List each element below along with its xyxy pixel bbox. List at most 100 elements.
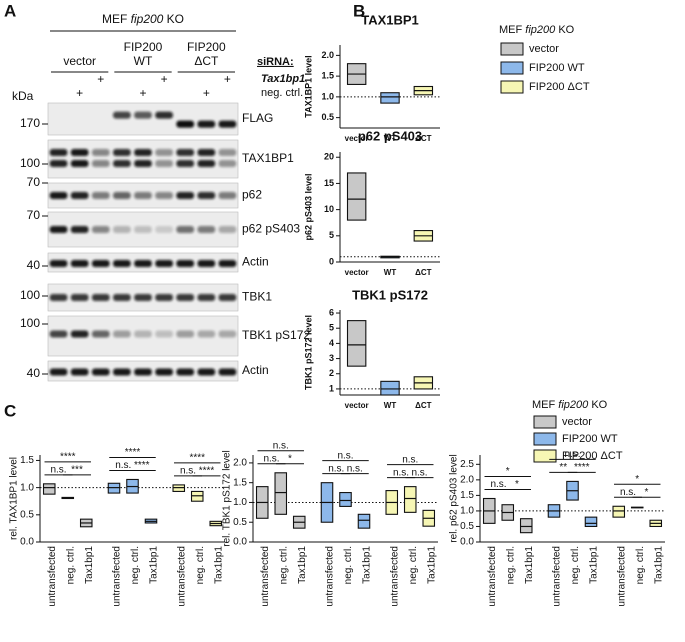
- x-tick-label: untransfected: [47, 546, 58, 607]
- significance-label: ****: [189, 453, 205, 464]
- x-tick-label: ΔCT: [415, 268, 432, 277]
- blot-band: [176, 149, 195, 157]
- significance-label: n.s.: [393, 467, 409, 478]
- sirna-control: neg. ctrl.: [261, 87, 303, 99]
- y-axis-label: TBK1 pS172 level: [303, 315, 313, 390]
- y-tick-label: 2.0: [233, 458, 247, 469]
- y-axis-label: rel. TBK1 pS172 level: [222, 450, 233, 547]
- blot-band: [91, 330, 110, 338]
- y-tick-label: 1.0: [460, 506, 474, 517]
- plus: +: [97, 72, 104, 86]
- significance-label: n.s.: [115, 460, 131, 471]
- blot-band: [113, 330, 131, 338]
- blot-band: [113, 294, 131, 301]
- blot-label: Actin: [242, 255, 269, 269]
- blot-label: Actin: [242, 363, 269, 377]
- group-label: ΔCT: [194, 54, 219, 68]
- title-part: KO: [588, 399, 607, 411]
- blot-band: [113, 160, 131, 168]
- panel-label: B: [353, 1, 365, 20]
- x-tick-label: WT: [384, 268, 397, 277]
- significance-label: n.s.: [273, 440, 289, 451]
- y-tick-label: 6: [329, 307, 334, 317]
- blot-band: [49, 294, 68, 301]
- y-tick-label: 0.5: [233, 517, 247, 528]
- blot-label: TAX1BP1: [242, 151, 294, 165]
- blot-band: [218, 259, 237, 267]
- x-tick-label: Tax1bp1: [213, 546, 224, 584]
- title-part: MEF: [532, 399, 558, 411]
- x-tick-label: ΔCT: [415, 134, 432, 143]
- chart-title: TBK1 pS172: [352, 287, 428, 302]
- x-tick-label: vector: [345, 134, 369, 143]
- y-tick-label: 1.5: [460, 490, 474, 501]
- x-tick-label: untransfected: [552, 546, 563, 607]
- blot-band: [218, 120, 237, 128]
- title-part: KO: [555, 24, 574, 36]
- significance-label: *: [288, 453, 292, 464]
- blot-label: p62 pS403: [242, 222, 300, 236]
- blot-band: [134, 160, 152, 168]
- x-tick-label: untransfected: [325, 546, 336, 607]
- blot-band: [70, 192, 89, 199]
- y-axis-label: TAX1BP1 level: [303, 55, 313, 117]
- x-tick-label: WT: [384, 134, 397, 143]
- x-tick-label: neg. ctrl.: [343, 546, 354, 584]
- blot-band: [91, 192, 110, 199]
- significance-label: n.s.: [564, 449, 580, 460]
- blot-label: TBK1: [242, 290, 272, 304]
- kda-marker: 100: [20, 156, 40, 170]
- blot-band: [155, 330, 173, 338]
- legend-label: FIP200 WT: [562, 433, 618, 445]
- significance-label: ***: [71, 464, 83, 475]
- y-tick-label: 20: [324, 152, 334, 162]
- x-tick-label: untransfected: [176, 546, 187, 607]
- x-tick-label: Tax1bp1: [297, 546, 308, 584]
- box: [346, 172, 367, 221]
- legend-title: MEF fip200 KO: [102, 12, 184, 26]
- significance-label: n.s.: [180, 466, 196, 477]
- blot-band: [176, 192, 195, 199]
- blot-band: [70, 294, 89, 301]
- sirna-label: siRNA:: [257, 56, 294, 68]
- significance-label: *: [515, 479, 519, 490]
- y-tick-label: 3: [329, 353, 334, 363]
- blot-band: [176, 294, 195, 301]
- kda-label: kDa: [12, 89, 34, 103]
- x-tick-label: Tax1bp1: [653, 546, 664, 584]
- y-tick-label: 1.5: [233, 477, 247, 488]
- chart-title: p62 pS403: [358, 128, 422, 143]
- blot-band: [218, 330, 237, 338]
- box: [42, 483, 56, 495]
- significance-label: n.s.: [490, 479, 506, 490]
- blot-band: [70, 259, 89, 267]
- x-tick-label: neg. ctrl.: [278, 546, 289, 584]
- x-tick-label: neg. ctrl.: [570, 546, 581, 584]
- box: [380, 92, 400, 104]
- plus: +: [139, 86, 146, 100]
- title-part: MEF: [499, 24, 525, 36]
- blot-band: [91, 160, 110, 168]
- blot-band: [70, 330, 89, 338]
- legend-label: FIP200 ΔCT: [562, 450, 623, 462]
- blot-band: [176, 120, 195, 128]
- x-tick-label: untransfected: [487, 546, 498, 607]
- blot-band: [176, 368, 195, 376]
- blot-band: [49, 259, 68, 267]
- kda-marker: 40: [27, 366, 41, 380]
- significance-label: n.s.: [620, 487, 636, 498]
- legend-swatch: [533, 415, 557, 429]
- blot-band: [134, 294, 152, 301]
- y-tick-label: 0.5: [321, 112, 334, 122]
- blot-band: [218, 368, 237, 376]
- blot-band: [197, 160, 216, 168]
- y-tick-label: 2.5: [460, 459, 474, 470]
- y-tick-label: 0.0: [233, 537, 247, 548]
- blot-band: [176, 160, 195, 168]
- x-tick-label: untransfected: [616, 546, 627, 607]
- y-tick-label: 0.5: [20, 509, 34, 520]
- blot-band: [155, 160, 173, 168]
- blot-band: [134, 368, 152, 376]
- blot-band: [155, 294, 173, 301]
